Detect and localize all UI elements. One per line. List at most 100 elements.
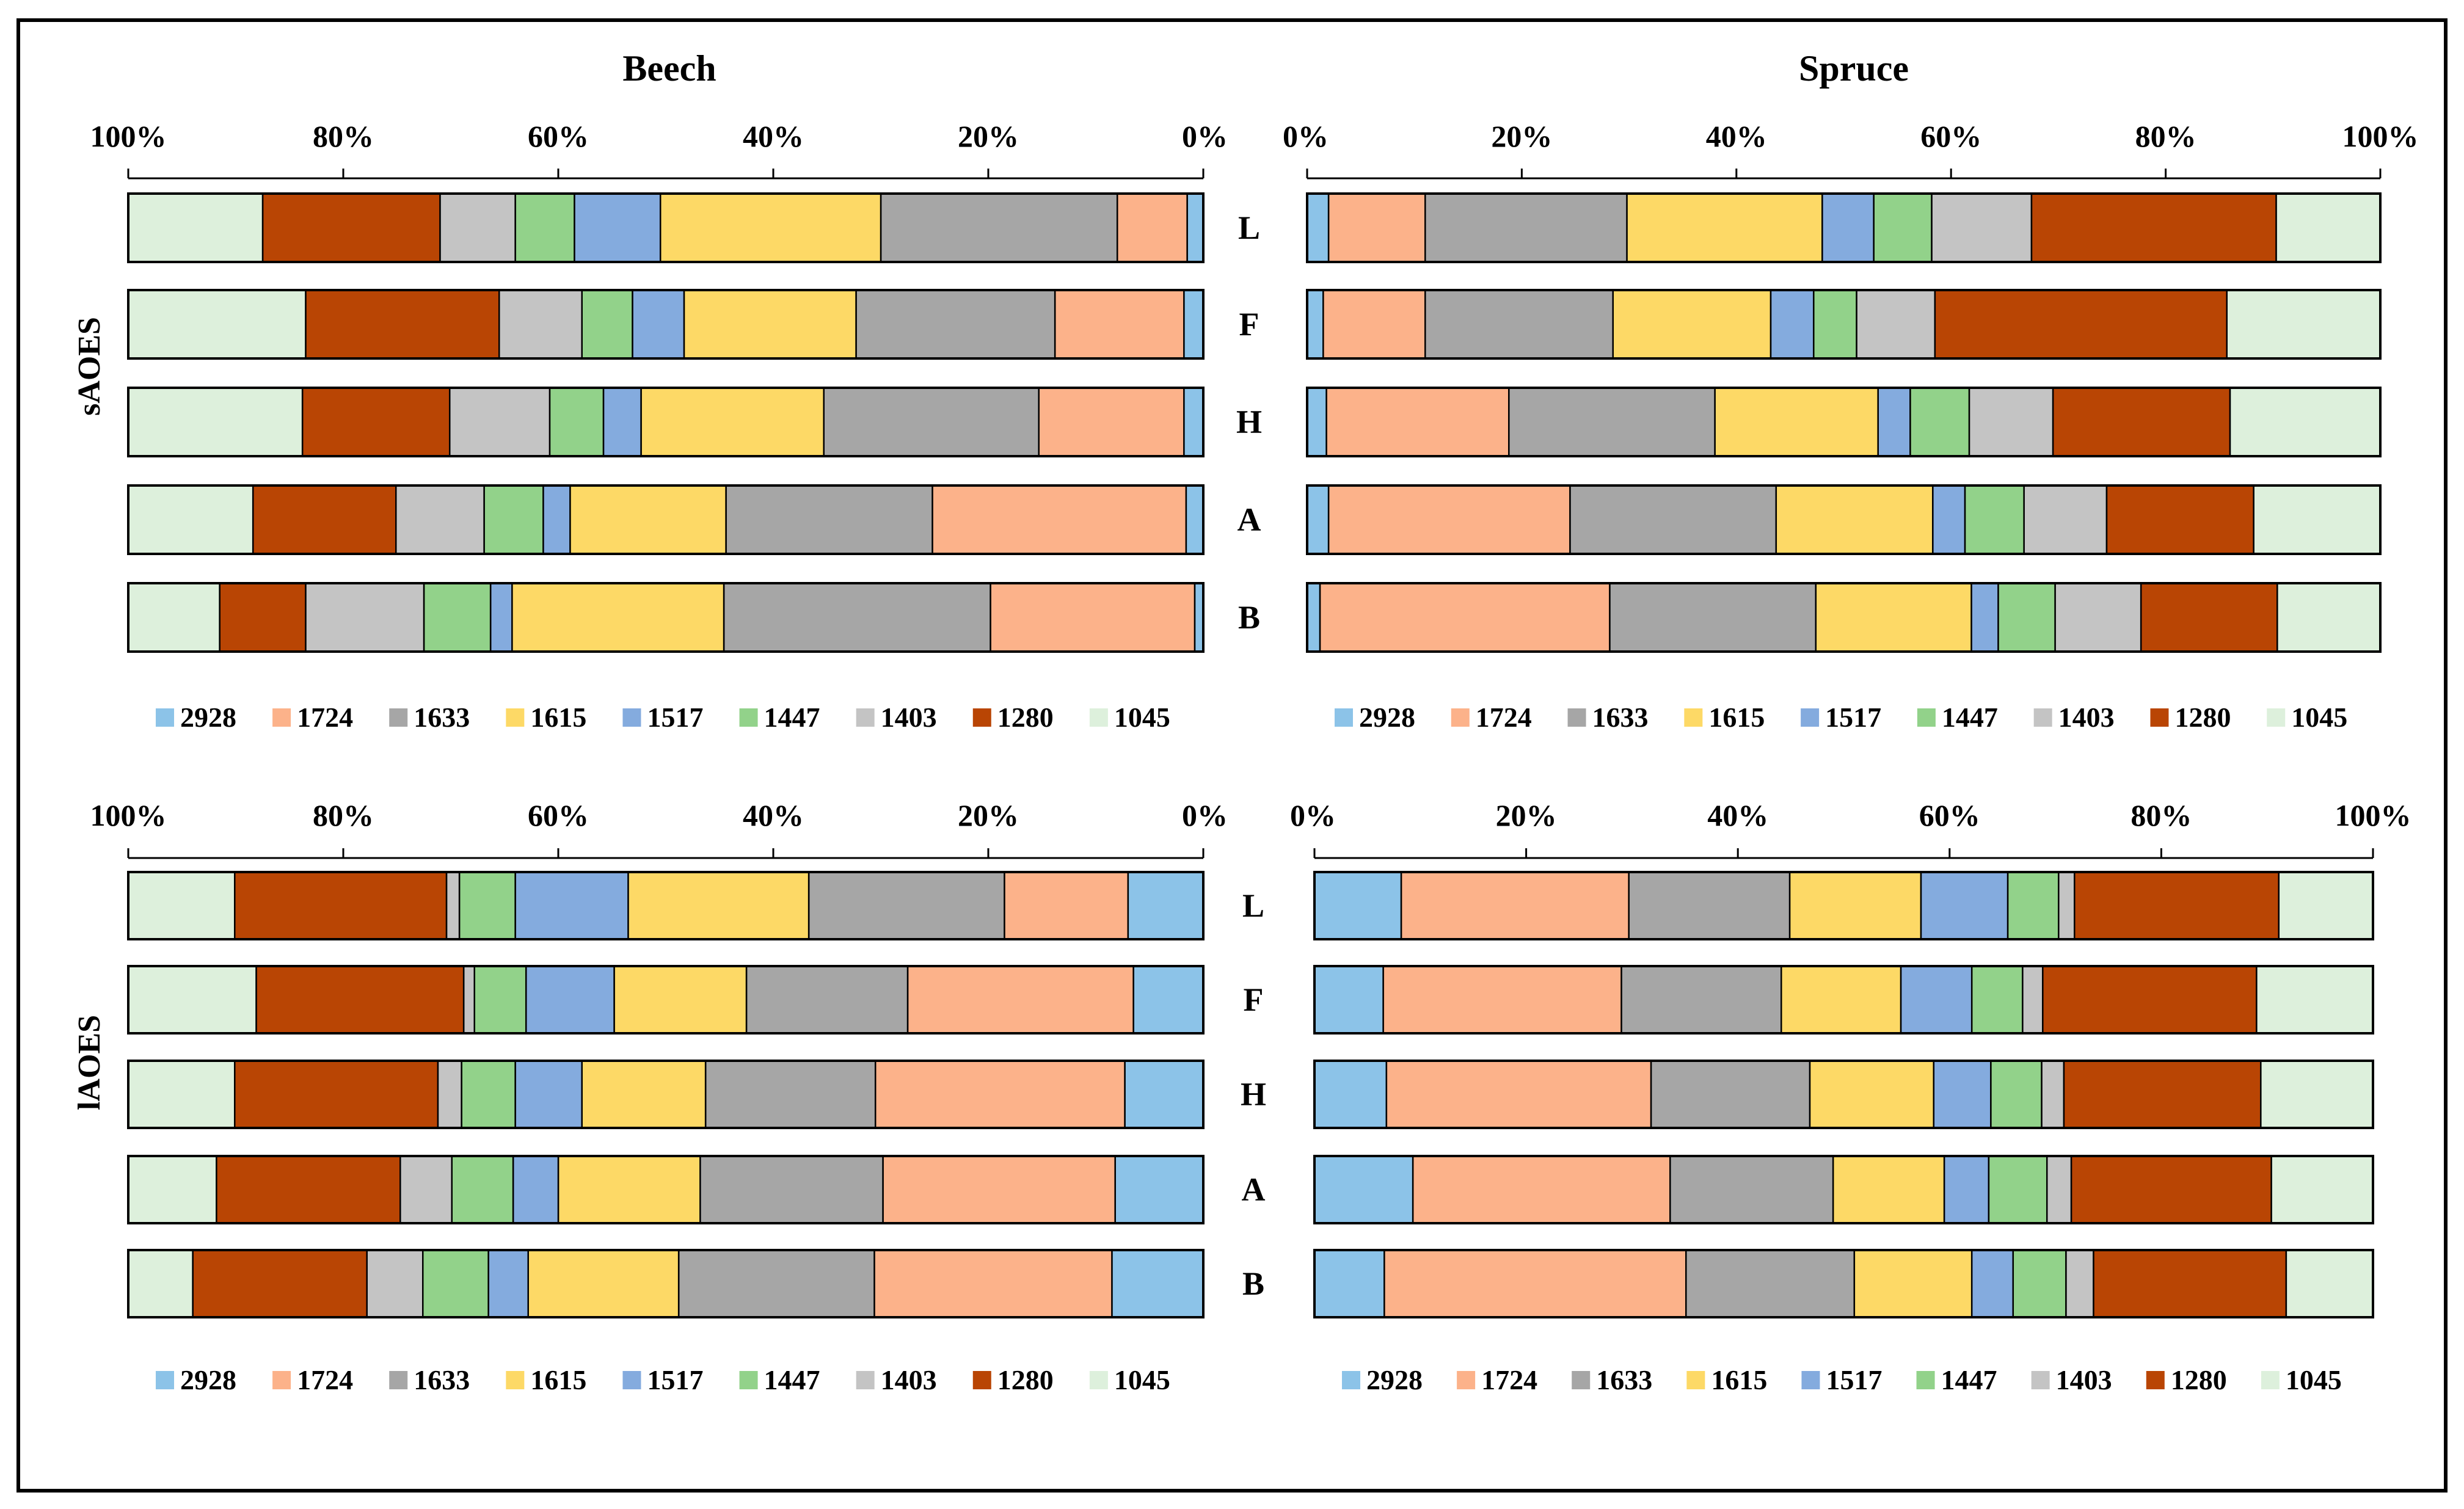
bar-segment-A-2928 [1313, 1155, 1414, 1224]
legend-label: 1517 [1826, 1364, 1882, 1395]
x-tick-label: 80% [313, 119, 374, 153]
bar-segment-F-1633 [1620, 965, 1782, 1034]
legend-swatch-1615 [1684, 708, 1703, 727]
category-label: B [1238, 599, 1260, 636]
legend-label: 1633 [414, 1364, 470, 1395]
bar-segment-B-1615 [511, 582, 725, 653]
bar-segment-L-1045 [127, 871, 236, 940]
bar-segment-F-1045 [127, 965, 257, 1034]
bar-segment-L-2928 [1127, 871, 1205, 940]
bar-segment-F-1447 [1813, 289, 1857, 360]
bar-segment-H-2928 [1183, 387, 1205, 457]
bar-segment-L-1517 [574, 192, 662, 263]
bar-segment-L-1724 [1116, 192, 1188, 263]
bar-segment-B-1615 [527, 1249, 680, 1318]
category-label: F [1244, 981, 1264, 1018]
x-tick-label: 60% [528, 119, 589, 153]
legend-label: 1280 [997, 702, 1054, 733]
bar-outline-F [1313, 965, 2374, 1034]
bar-segment-H-1403 [448, 387, 551, 457]
bar-segment-H-2928 [1124, 1060, 1205, 1129]
legend-label: 2928 [1359, 702, 1415, 733]
bar-segment-B-2928 [1313, 1249, 1385, 1318]
bar-segment-A-1045 [2270, 1155, 2374, 1224]
bar-outline-L [1306, 192, 2382, 263]
bar-segment-F-1280 [1934, 289, 2228, 360]
bar-segment-A-1045 [2253, 484, 2382, 555]
bar-segment-A-1517 [1932, 484, 1966, 555]
legend-label: 2928 [180, 1364, 236, 1395]
bar-segment-H-1045 [2229, 387, 2382, 457]
bar-segment-B-1280 [2093, 1249, 2287, 1318]
bar-segment-B-1045 [127, 1249, 194, 1318]
legend-swatch-2928 [156, 708, 174, 727]
bar-segment-A-1403 [395, 484, 485, 555]
legend-label: 1517 [647, 1364, 703, 1395]
bar-segment-H-2928 [1313, 1060, 1388, 1129]
bar-segment-H-1447 [1909, 387, 1970, 457]
legend-swatch-1517 [1801, 708, 1820, 727]
bar-segment-A-1633 [725, 484, 933, 555]
legend-label: 1045 [1114, 1364, 1170, 1395]
bar-segment-A-1447 [483, 484, 544, 555]
bar-segment-B-1517 [487, 1249, 529, 1318]
legend-swatch-1045 [1089, 708, 1108, 727]
bar-segment-F-1280 [2042, 965, 2258, 1034]
bar-segment-H-1615 [640, 387, 825, 457]
bar-segment-A-1280 [2070, 1155, 2272, 1224]
legend-label: 1403 [2056, 1364, 2112, 1395]
legend-label: 1615 [530, 1364, 586, 1395]
bar-outline-B [127, 1249, 1205, 1318]
bar-segment-L-2928 [1313, 871, 1402, 940]
bar-segment-L-1633 [1424, 192, 1628, 263]
bar-segment-L-1633 [880, 192, 1118, 263]
bar-segment-B-1633 [1609, 582, 1817, 653]
legend-label: 1615 [530, 702, 586, 733]
bar-segment-F-1633 [1424, 289, 1614, 360]
bar-segment-A-1517 [542, 484, 571, 555]
legend-swatch-1615 [1686, 1371, 1705, 1389]
bar-segment-F-1447 [473, 965, 527, 1034]
bar-segment-H-1045 [2260, 1060, 2374, 1129]
bar-segment-L-1517 [514, 871, 629, 940]
bar-segment-A-1403 [399, 1155, 453, 1224]
bar-segment-B-1045 [127, 582, 221, 653]
bar-segment-F-1045 [2226, 289, 2382, 360]
bar-segment-A-1045 [127, 484, 254, 555]
bar-segment-B-1447 [421, 1249, 489, 1318]
bar-segment-B-2928 [1306, 582, 1321, 653]
legend-label: 1615 [1711, 1364, 1767, 1395]
bar-segment-H-1403 [437, 1060, 462, 1129]
category-label: L [1238, 209, 1260, 246]
x-tick-label: 20% [958, 119, 1019, 153]
legend-label: 1403 [2058, 702, 2115, 733]
bar-segment-B-1724 [1319, 582, 1611, 653]
bar-segment-A-2928 [1114, 1155, 1205, 1224]
bar-segment-F-1615 [1612, 289, 1772, 360]
bar-outline-H [127, 387, 1205, 457]
bar-outline-H [1306, 387, 2382, 457]
x-tick-label: 20% [1491, 119, 1552, 153]
x-tick-label: 0% [1283, 119, 1329, 153]
legend-label: 1403 [881, 1364, 937, 1395]
bar-segment-L-1403 [2058, 871, 2076, 940]
bar-segment-A-1633 [1569, 484, 1777, 555]
bar-segment-L-1280 [233, 871, 448, 940]
bar-segment-B-1615 [1815, 582, 1972, 653]
bar-segment-F-1280 [255, 965, 465, 1034]
x-tick-label: 100% [2335, 798, 2411, 832]
bar-segment-A-1615 [1832, 1155, 1945, 1224]
bar-segment-B-1517 [1970, 1249, 2014, 1318]
bar-segment-F-1724 [1322, 289, 1426, 360]
bar-segment-L-2928 [1186, 192, 1205, 263]
bar-segment-L-1403 [439, 192, 516, 263]
bar-segment-L-1517 [1920, 871, 2009, 940]
legend-swatch-1517 [1801, 1371, 1820, 1389]
x-tick-label: 0% [1290, 798, 1336, 832]
bar-segment-F-1517 [632, 289, 685, 360]
bar-outline-A [127, 484, 1205, 555]
legend-swatch-1403 [2031, 1371, 2050, 1389]
category-label: B [1242, 1265, 1264, 1302]
bar-outline-B [1313, 1249, 2374, 1318]
bar-segment-L-1280 [261, 192, 441, 263]
